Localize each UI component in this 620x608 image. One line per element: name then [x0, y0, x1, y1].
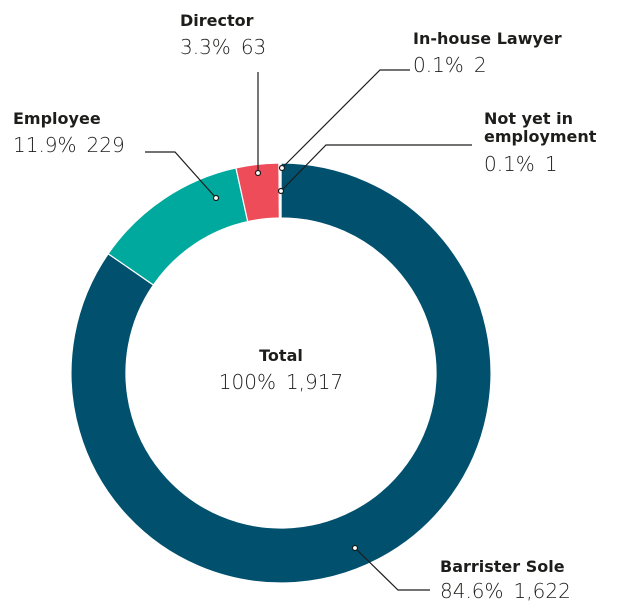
value-label: 2	[473, 53, 487, 78]
percentage-label: 0.1%	[413, 53, 464, 78]
slice	[70, 162, 492, 584]
label: Director 3.3% 63	[180, 11, 267, 60]
leader-line	[281, 69, 410, 169]
total-label: Total 100% 1,917	[181, 346, 381, 395]
leaders	[145, 69, 472, 591]
leader-dot	[254, 169, 262, 177]
percentage-label: 0.1%	[484, 151, 535, 176]
leader-dot	[212, 194, 220, 202]
category-name: Employee	[13, 109, 101, 128]
leader-line	[145, 151, 217, 199]
label: Not yet in employment 0.1% 1	[484, 109, 614, 176]
slices	[70, 162, 492, 584]
leader-dot	[278, 164, 286, 172]
total-value: 1,917	[285, 370, 344, 395]
percentage-label: 84.6%	[440, 579, 504, 604]
value-label: 1	[544, 151, 558, 176]
value-label: 229	[86, 133, 125, 158]
category-name: Not yet in employment	[484, 109, 597, 147]
category-name: Barrister Sole	[440, 557, 565, 576]
leader-dot	[351, 544, 359, 552]
total-name: Total	[259, 346, 303, 365]
slice	[107, 167, 249, 286]
category-name: In-house Lawyer	[413, 29, 562, 48]
category-name: Director	[180, 11, 254, 30]
label: Employee 11.9% 229	[13, 109, 125, 158]
percentage-label: 3.3%	[180, 35, 231, 60]
label: Barrister Sole 84.6% 1,622	[440, 557, 571, 604]
label: In-house Lawyer 0.1% 2	[413, 29, 562, 78]
leader-line	[280, 144, 472, 192]
value-label: 1,622	[513, 579, 571, 604]
leader-line	[354, 547, 430, 591]
leader-dot	[277, 187, 285, 195]
total-percentage: 100%	[218, 370, 276, 395]
percentage-label: 11.9%	[13, 133, 77, 158]
value-label: 63	[240, 35, 267, 60]
